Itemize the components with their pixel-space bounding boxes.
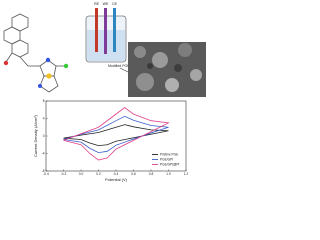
sem-grain — [165, 78, 179, 92]
y-tick-label: 4 — [43, 116, 45, 120]
x-tick-label: 1.0 — [166, 172, 171, 176]
sem-grain — [134, 46, 146, 58]
cell-label: Modified PGE — [108, 64, 130, 68]
atom — [63, 63, 69, 69]
atom — [3, 60, 9, 66]
atom — [45, 57, 51, 63]
x-tick-label: 0.4 — [114, 172, 119, 176]
bond — [19, 56, 29, 67]
x-tick-label: 0.2 — [96, 172, 101, 176]
x-tick-label: 1.2 — [184, 172, 189, 176]
y-tick-label: -8 — [42, 169, 45, 173]
cv-curve — [63, 115, 169, 154]
x-tick-label: 0.0 — [79, 172, 84, 176]
ring — [11, 39, 29, 58]
cv-curve — [63, 124, 169, 147]
y-axis-title: Current Density (A/cm²) — [33, 114, 38, 157]
legend-label: PGE/GPt@Pt — [160, 162, 179, 166]
arrow — [119, 67, 129, 73]
electrode — [113, 8, 116, 52]
sem-grain — [152, 52, 168, 68]
x-tick-label: -0.4 — [43, 172, 49, 176]
electrode-label: RE — [94, 2, 100, 6]
x-tick-label: 0.8 — [149, 172, 154, 176]
molecule — [3, 13, 66, 93]
electrode-label: WE — [103, 2, 109, 6]
x-tick-label: 0.6 — [131, 172, 136, 176]
legend-label: Pristine PGE — [160, 152, 178, 156]
electrode — [104, 8, 107, 54]
y-tick-label: -4 — [42, 151, 45, 155]
sem-pore — [147, 63, 153, 69]
y-tick-label: 8 — [43, 99, 45, 103]
sem-image — [128, 42, 206, 97]
electrode-label: CE — [112, 2, 118, 6]
cv-curve — [63, 107, 170, 161]
sem-grain — [178, 43, 192, 57]
sem-grain — [136, 73, 154, 91]
legend-label: PGE/GPt — [160, 157, 173, 161]
x-axis-title: Potential (V) — [105, 177, 128, 182]
bond — [5, 52, 13, 63]
sem-grain — [190, 69, 202, 81]
atom — [38, 84, 42, 88]
y-tick-label: 0 — [43, 134, 45, 138]
atom — [46, 73, 52, 79]
graphical-abstract: RE WE CE Modified PGE -0.4 -0.2 0.0 0.2 0.4 0… — [3, 2, 206, 182]
electrode — [95, 8, 98, 52]
ring — [39, 59, 57, 77]
x-tick-label: -0.2 — [61, 172, 67, 176]
sem-pore — [174, 64, 182, 72]
